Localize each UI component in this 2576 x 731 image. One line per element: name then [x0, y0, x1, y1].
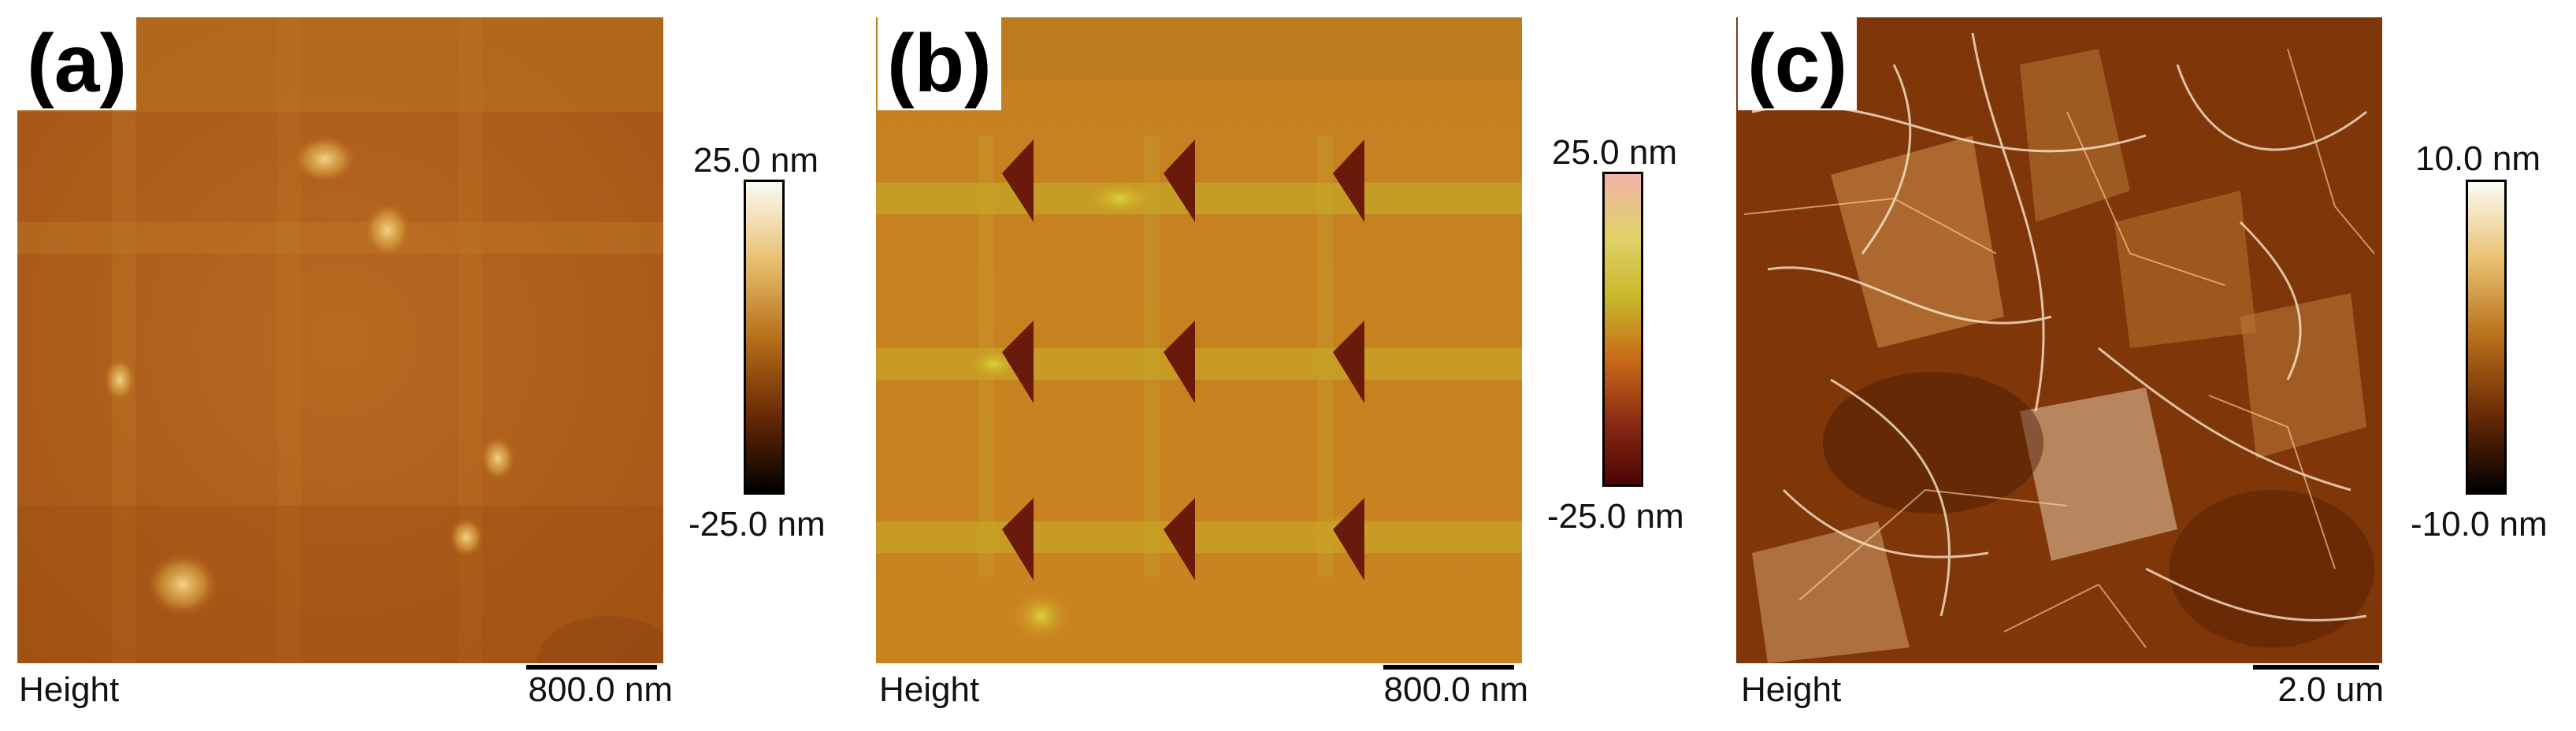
colorbar-min-c: -10.0 nm [2411, 505, 2548, 544]
afm-height-image-c [1736, 17, 2382, 663]
scale-bar-label-c: 2.0 um [2277, 670, 2384, 709]
colorbar-min-b: -25.0 nm [1547, 497, 1684, 536]
colorbar-max-b: 25.0 nm [1552, 133, 1677, 172]
footer-height-label-b: Height [879, 670, 980, 709]
colorbar-max-c: 10.0 nm [2415, 139, 2541, 178]
colorbar-max-a: 25.0 nm [693, 141, 818, 180]
afm-height-image-b [876, 17, 1522, 663]
footer-height-label-a: Height [19, 670, 120, 709]
panel-label-c: (c) [1738, 17, 1858, 110]
scale-bar-c [2253, 665, 2379, 670]
footer-height-label-c: Height [1741, 670, 1842, 709]
colorbar-a [744, 180, 785, 495]
scale-bar-label-a: 800.0 nm [528, 670, 673, 709]
colorbar-b [1602, 172, 1643, 487]
panel-label-a: (a) [17, 17, 137, 110]
panel-label-b: (b) [878, 17, 1001, 110]
afm-height-image-a [17, 17, 663, 663]
scale-bar-b [1383, 665, 1514, 670]
colorbar-c [2466, 180, 2507, 495]
scale-bar-label-b: 800.0 nm [1383, 670, 1528, 709]
scale-bar-a [526, 665, 657, 670]
colorbar-min-a: -25.0 nm [689, 505, 826, 544]
